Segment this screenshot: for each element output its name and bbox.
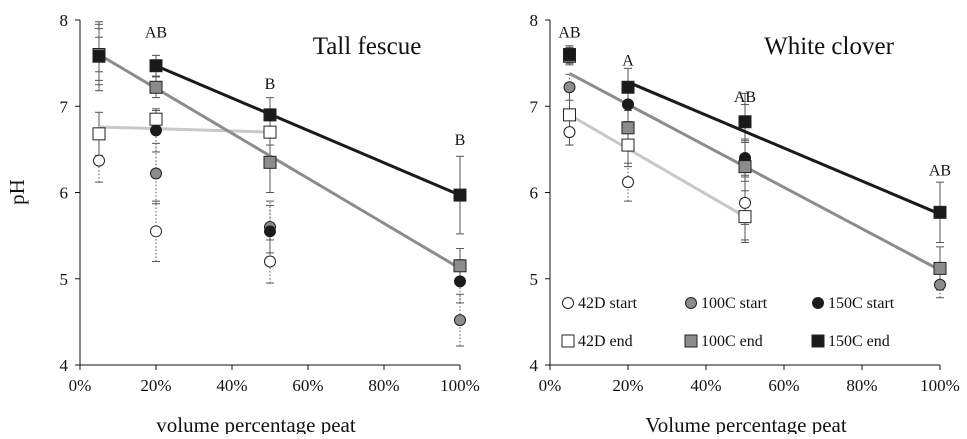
point-42d-start xyxy=(563,126,576,139)
legend-marker xyxy=(684,334,698,348)
y-tick-label: 7 xyxy=(530,97,539,116)
y-tick-label: 7 xyxy=(60,97,69,116)
point-100c-start xyxy=(150,167,162,180)
x-tick-label: 80% xyxy=(846,376,877,395)
panel-title-white-clover: White clover xyxy=(764,33,894,60)
legend-label: 100C end xyxy=(701,333,763,350)
point-100c-start xyxy=(454,314,466,327)
legend-marker xyxy=(562,297,574,309)
legend-marker xyxy=(811,334,825,348)
point-42d-end xyxy=(149,112,163,126)
x-tick-label: 20% xyxy=(140,376,171,395)
x-axis-title-tall-fescue: volume percentage peat xyxy=(156,413,356,434)
legend-label: 42D start xyxy=(578,295,638,312)
point-150c-end xyxy=(453,188,467,202)
y-tick-label: 6 xyxy=(60,184,69,203)
x-tick-label: 0% xyxy=(539,376,562,395)
point-150c-end xyxy=(563,48,576,61)
legend-marker xyxy=(812,297,824,309)
point-42d-start xyxy=(739,196,751,209)
point-100c-end xyxy=(453,259,467,273)
point-150c-end xyxy=(263,108,277,122)
panel-tall-fescue: Tall fescue volume percentage peat pH 4 5… xyxy=(5,11,480,437)
point-150c-end xyxy=(92,49,106,63)
trendline-42d xyxy=(568,113,746,218)
legend-marker xyxy=(561,334,575,348)
y-tick-label: 8 xyxy=(60,11,69,30)
trendline-42d xyxy=(98,125,271,134)
point-150c-start xyxy=(454,275,466,288)
significance-letter: AB xyxy=(558,24,580,41)
legend-label: 150C start xyxy=(828,295,895,312)
point-42d-end xyxy=(563,108,576,122)
legend-label: 42D end xyxy=(578,333,633,350)
x-tick-label: 60% xyxy=(768,376,799,395)
legend: 42D start 100C start 150C start 42D end 100C… xyxy=(561,295,895,350)
y-tick-label: 4 xyxy=(60,356,69,375)
point-150c-start xyxy=(622,98,634,111)
trendline-150c xyxy=(627,80,941,216)
point-150c-end xyxy=(738,115,752,129)
point-100c-start xyxy=(934,278,946,291)
panel-white-clover: White clover Volume percentage peat 4 5 6 7… xyxy=(530,11,960,437)
point-100c-end xyxy=(933,261,947,275)
point-42d-start xyxy=(93,154,105,167)
x-tick-label: 100% xyxy=(440,376,480,395)
point-150c-start xyxy=(150,124,162,137)
point-42d-end xyxy=(263,125,277,139)
x-tick-label: 20% xyxy=(612,376,643,395)
point-42d-start xyxy=(622,176,634,189)
significance-letter: A xyxy=(622,53,634,70)
x-tick-label: 0% xyxy=(69,376,92,395)
legend-label: 100C start xyxy=(701,295,768,312)
x-tick-label: 40% xyxy=(690,376,721,395)
y-tick-label: 4 xyxy=(530,356,539,375)
significance-letter: B xyxy=(265,76,276,93)
point-150c-end xyxy=(621,80,635,94)
x-tick-label: 80% xyxy=(368,376,399,395)
point-42d-start xyxy=(264,255,276,268)
x-tick-label: 40% xyxy=(216,376,247,395)
panel-title-tall-fescue: Tall fescue xyxy=(313,33,422,60)
y-tick-label: 5 xyxy=(60,270,69,289)
point-100c-end xyxy=(263,155,277,169)
y-axis-title-tall-fescue: pH xyxy=(5,179,29,205)
point-150c-end xyxy=(149,59,163,73)
point-42d-end xyxy=(92,127,106,141)
x-tick-label: 60% xyxy=(292,376,323,395)
point-100c-end xyxy=(621,121,635,135)
y-tick-label: 8 xyxy=(530,11,539,30)
significance-letter: B xyxy=(455,132,466,149)
legend-label: 150C end xyxy=(828,333,890,350)
trendline-150c xyxy=(155,64,461,197)
point-100c-start xyxy=(563,81,576,94)
y-tick-label: 6 xyxy=(530,184,539,203)
point-42d-end xyxy=(621,138,635,152)
significance-letter: AB xyxy=(145,24,167,41)
x-tick-label: 100% xyxy=(920,376,960,395)
point-42d-start xyxy=(150,225,162,238)
point-150c-end xyxy=(933,205,947,219)
significance-letter: AB xyxy=(929,162,951,179)
y-tick-label: 5 xyxy=(530,270,539,289)
point-150c-start xyxy=(264,225,276,238)
point-100c-end xyxy=(149,80,163,94)
significance-letter: AB xyxy=(734,89,756,106)
legend-marker xyxy=(685,297,697,309)
x-axis-title-white-clover: Volume percentage peat xyxy=(645,413,847,434)
point-100c-end xyxy=(738,160,752,174)
point-42d-end xyxy=(738,210,752,224)
